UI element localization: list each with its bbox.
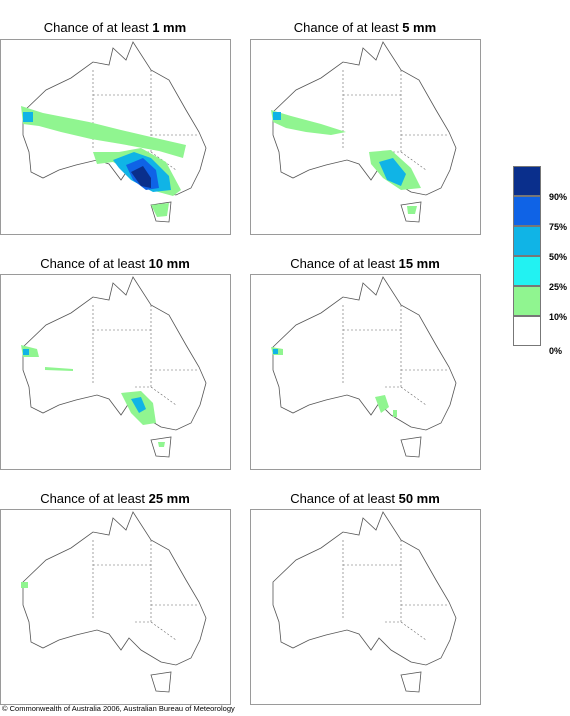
title-amount: 25 mm — [148, 491, 190, 506]
title-amount: 15 mm — [398, 256, 440, 271]
title-prefix: Chance of at least — [290, 491, 395, 506]
legend-swatch-25 — [513, 256, 541, 286]
legend-label-50: 50% — [549, 252, 568, 262]
title-prefix: Chance of at least — [293, 20, 399, 35]
panel-title: Chance of at least 5 mm — [250, 20, 480, 35]
title-prefix: Chance of at least — [40, 256, 145, 271]
legend-label-0: 0% — [549, 346, 563, 356]
title-amount: 50 mm — [398, 491, 440, 506]
legend-swatch-10 — [513, 286, 541, 316]
legend-label-25: 25% — [549, 282, 568, 292]
title-amount: 10 mm — [148, 256, 190, 271]
map-5mm — [250, 39, 481, 235]
legend-label-10: 10% — [549, 312, 568, 322]
legend-label-75: 75% — [549, 222, 568, 232]
title-amount: 1 mm — [152, 20, 187, 35]
legend-label-90: 90% — [549, 192, 568, 202]
panel-title: Chance of at least 10 mm — [0, 256, 230, 271]
panel-title: Chance of at least 25 mm — [0, 491, 230, 506]
map-15mm — [250, 274, 481, 470]
panel-title: Chance of at least 15 mm — [250, 256, 480, 271]
legend-swatch-90 — [513, 166, 541, 196]
map-1mm — [0, 39, 231, 235]
title-amount: 5 mm — [402, 20, 437, 35]
legend-swatch-50 — [513, 226, 541, 256]
title-prefix: Chance of at least — [290, 256, 395, 271]
panel-title: Chance of at least 50 mm — [250, 491, 480, 506]
map-50mm — [250, 509, 481, 705]
legend-swatch-0 — [513, 316, 541, 346]
title-prefix: Chance of at least — [43, 20, 149, 35]
map-10mm — [0, 274, 231, 470]
copyright-footer: © Commonwealth of Australia 2006, Austra… — [2, 704, 235, 713]
map-25mm — [0, 509, 231, 705]
title-prefix: Chance of at least — [40, 491, 145, 506]
panel-title: Chance of at least 1 mm — [0, 20, 230, 35]
legend-swatch-75 — [513, 196, 541, 226]
